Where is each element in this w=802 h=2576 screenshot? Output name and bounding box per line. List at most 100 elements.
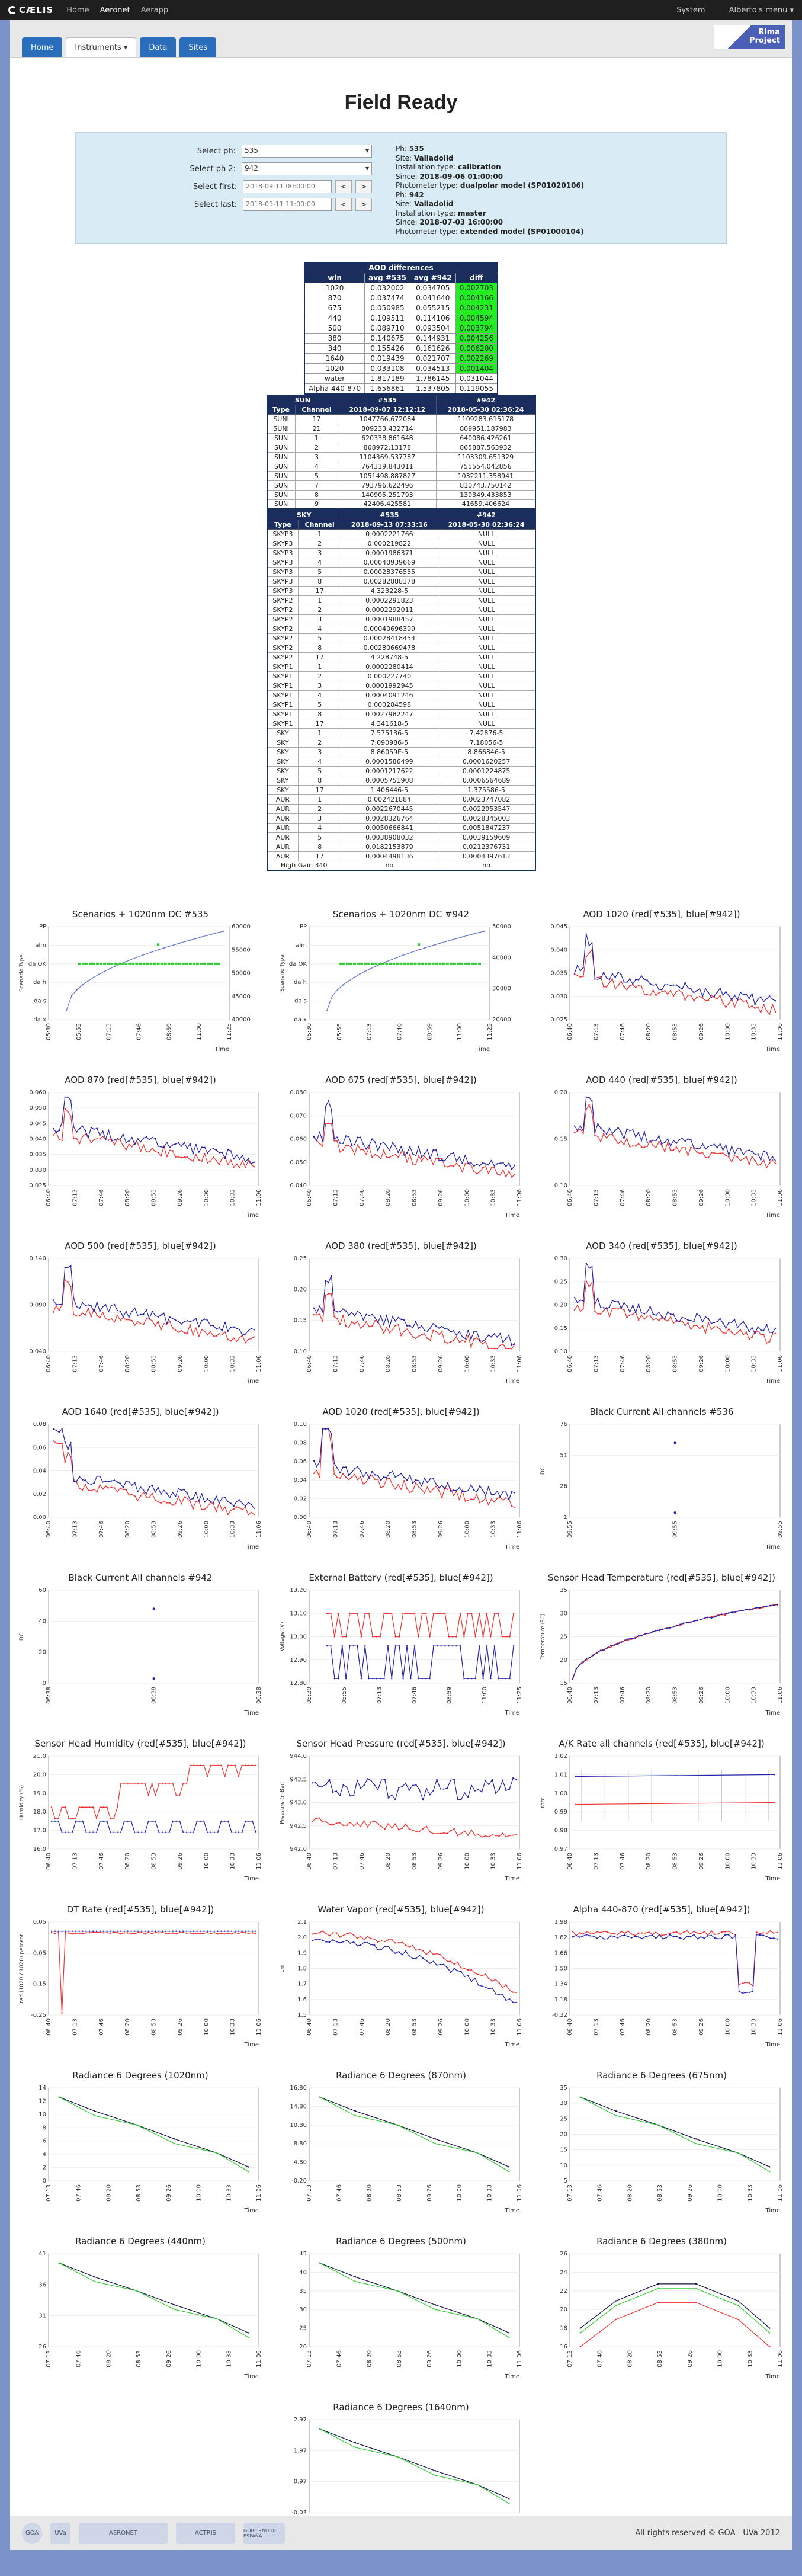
series-942-line-point bbox=[339, 1941, 341, 1944]
first-date-input[interactable]: 2018-09-11 00:00:00 bbox=[243, 180, 332, 193]
series-535-line-point bbox=[238, 1933, 239, 1934]
series-942-line-point bbox=[137, 1930, 139, 1932]
series-942-line-point bbox=[742, 1154, 745, 1155]
series-535-line-point bbox=[79, 1142, 81, 1145]
series-942-line-point bbox=[586, 1657, 588, 1659]
series-942-line-point bbox=[168, 1930, 171, 1932]
series-942-line-point bbox=[634, 1935, 636, 1937]
ph1-select[interactable]: 535 ▾ bbox=[242, 145, 372, 158]
table-row: SKYP1 8 0.0027982247 NULL bbox=[266, 709, 536, 719]
series-942-line-point bbox=[70, 1441, 72, 1444]
sky-type-header: Type bbox=[266, 519, 299, 530]
y-tick-label: 0.20 bbox=[554, 1090, 567, 1096]
series-535-line-point bbox=[734, 1155, 736, 1157]
series-942-line-point bbox=[99, 1475, 101, 1477]
user-menu[interactable]: Alberto's menu ▾ bbox=[729, 5, 794, 15]
series-942-line-point bbox=[394, 1320, 396, 1322]
series-535-line-point bbox=[319, 1143, 321, 1145]
series-942-line-point bbox=[357, 1136, 358, 1138]
dark-current-line-point bbox=[158, 949, 159, 951]
chart-title: Black Current All channels #536 bbox=[589, 1406, 734, 1417]
y2-tick-label: 55000 bbox=[232, 947, 251, 953]
x-tick-label: 07:46 bbox=[359, 1521, 365, 1538]
x-axis-label: Time bbox=[244, 1212, 259, 1218]
series-535-line-point bbox=[422, 1828, 424, 1830]
tab-sites[interactable]: Sites bbox=[179, 37, 217, 57]
page-container: Home Instruments ▾ Data Sites Rima Projec… bbox=[10, 20, 792, 2550]
series-535-line-point bbox=[432, 1329, 434, 1331]
series-535-line-point bbox=[111, 1486, 113, 1488]
series-942-line-point bbox=[182, 1831, 184, 1833]
footer-logo-aeronet[interactable]: AERONET bbox=[79, 2522, 168, 2544]
y-tick-label: alm bbox=[296, 942, 307, 949]
last-prev-button[interactable]: < bbox=[335, 198, 352, 211]
series-535-line-point bbox=[57, 1931, 59, 1933]
series-942-line-point bbox=[754, 1332, 756, 1334]
series-942-line-point bbox=[70, 1265, 72, 1267]
ph2-select[interactable]: 942 ▾ bbox=[242, 162, 372, 175]
series-942-line-point bbox=[693, 1321, 695, 1322]
aod-header-cell: wln bbox=[304, 273, 365, 283]
series-535-line-point bbox=[192, 1508, 194, 1510]
footer-logo-uva[interactable]: UVa bbox=[50, 2522, 70, 2544]
series-942-line-point bbox=[332, 1939, 334, 1941]
scenario-point bbox=[467, 962, 470, 965]
last-next-button[interactable]: > bbox=[355, 198, 372, 211]
sky-cell: 0.000219822 bbox=[341, 538, 438, 549]
series-535-line-point bbox=[236, 1163, 238, 1165]
x-tick-label: 07:46 bbox=[98, 1521, 105, 1538]
aod-cell: 380 bbox=[304, 333, 365, 344]
table-row: SKY 5 0.0001217622 0.0001224875 bbox=[266, 765, 536, 776]
topnav-link-aerapp[interactable]: Aerapp bbox=[140, 5, 169, 15]
footer-logo-goa[interactable]: GOA bbox=[22, 2522, 42, 2544]
x-tick-label: 08:53 bbox=[136, 2184, 142, 2202]
topnav-link-home[interactable]: Home bbox=[66, 5, 89, 15]
aod-cell: 0.004166 bbox=[455, 293, 498, 303]
radiance-535-line bbox=[59, 2263, 249, 2333]
series-535-line-point bbox=[725, 1006, 727, 1008]
first-prev-button[interactable]: < bbox=[335, 180, 352, 193]
system-menu[interactable]: System bbox=[676, 5, 705, 15]
series-942-line-point bbox=[751, 1327, 753, 1329]
y2-tick-label: 50000 bbox=[232, 970, 251, 977]
x-tick-label: 06:40 bbox=[306, 1355, 313, 1372]
series-942-line-point bbox=[95, 1930, 98, 1932]
series-535-line-point bbox=[207, 1334, 208, 1336]
series-535-line-point bbox=[333, 1473, 335, 1475]
y-tick-label: 1.66 bbox=[554, 1950, 567, 1956]
series-535-line-point bbox=[71, 1817, 73, 1819]
series-535-line-point bbox=[230, 1764, 233, 1766]
series-535-line-point bbox=[57, 1817, 59, 1819]
tab-data[interactable]: Data bbox=[140, 37, 177, 57]
series-942-line-point bbox=[210, 1501, 211, 1502]
series-535-line-point bbox=[148, 1496, 150, 1498]
series-942-line-point bbox=[204, 1146, 206, 1148]
y-tick-label: 943.0 bbox=[290, 1800, 307, 1806]
tab-home[interactable]: Home bbox=[22, 37, 63, 57]
footer-logo-actris[interactable]: ACTRIS bbox=[176, 2522, 235, 2544]
dark-current-line-point bbox=[141, 954, 143, 956]
x-axis-label: Time bbox=[505, 1378, 519, 1384]
topnav-link-aeronet[interactable]: Aeronet bbox=[100, 5, 130, 15]
last-date-input[interactable]: 2018-09-11 11:00:00 bbox=[243, 198, 332, 211]
tab-instruments[interactable]: Instruments ▾ bbox=[66, 37, 137, 57]
series-535-line-point bbox=[352, 1825, 355, 1827]
x-tick-label: 08:53 bbox=[396, 2350, 403, 2367]
first-next-button[interactable]: > bbox=[355, 180, 372, 193]
sun-date-942: 2018-05-30 02:36:24 bbox=[436, 404, 535, 415]
series-535-line-point bbox=[348, 1145, 350, 1146]
table-row: SUNI 17 1047766.672084 1109283.615178 bbox=[267, 414, 535, 424]
series-535-line-point bbox=[370, 1937, 372, 1940]
footer-logo-gobierno[interactable]: GOBIERNO DE ESPAÑA bbox=[243, 2522, 285, 2544]
series-535-line-point bbox=[193, 1764, 194, 1766]
aod-cell: 0.089710 bbox=[364, 323, 410, 334]
x-tick-label: 11:06 bbox=[777, 1853, 784, 1870]
top-nav-links: Home Aeronet Aerapp bbox=[66, 6, 179, 15]
sky-cell: 0.0002280414 bbox=[341, 661, 438, 672]
series-942-line-point bbox=[339, 1472, 341, 1474]
x-tick-label: 07:13 bbox=[332, 1521, 339, 1538]
y-tick-label: PP bbox=[300, 924, 307, 930]
series-535-line-point bbox=[681, 1320, 683, 1322]
series-535-line-point bbox=[450, 1164, 452, 1167]
caelis-logo[interactable]: CÆLIS bbox=[8, 5, 53, 15]
